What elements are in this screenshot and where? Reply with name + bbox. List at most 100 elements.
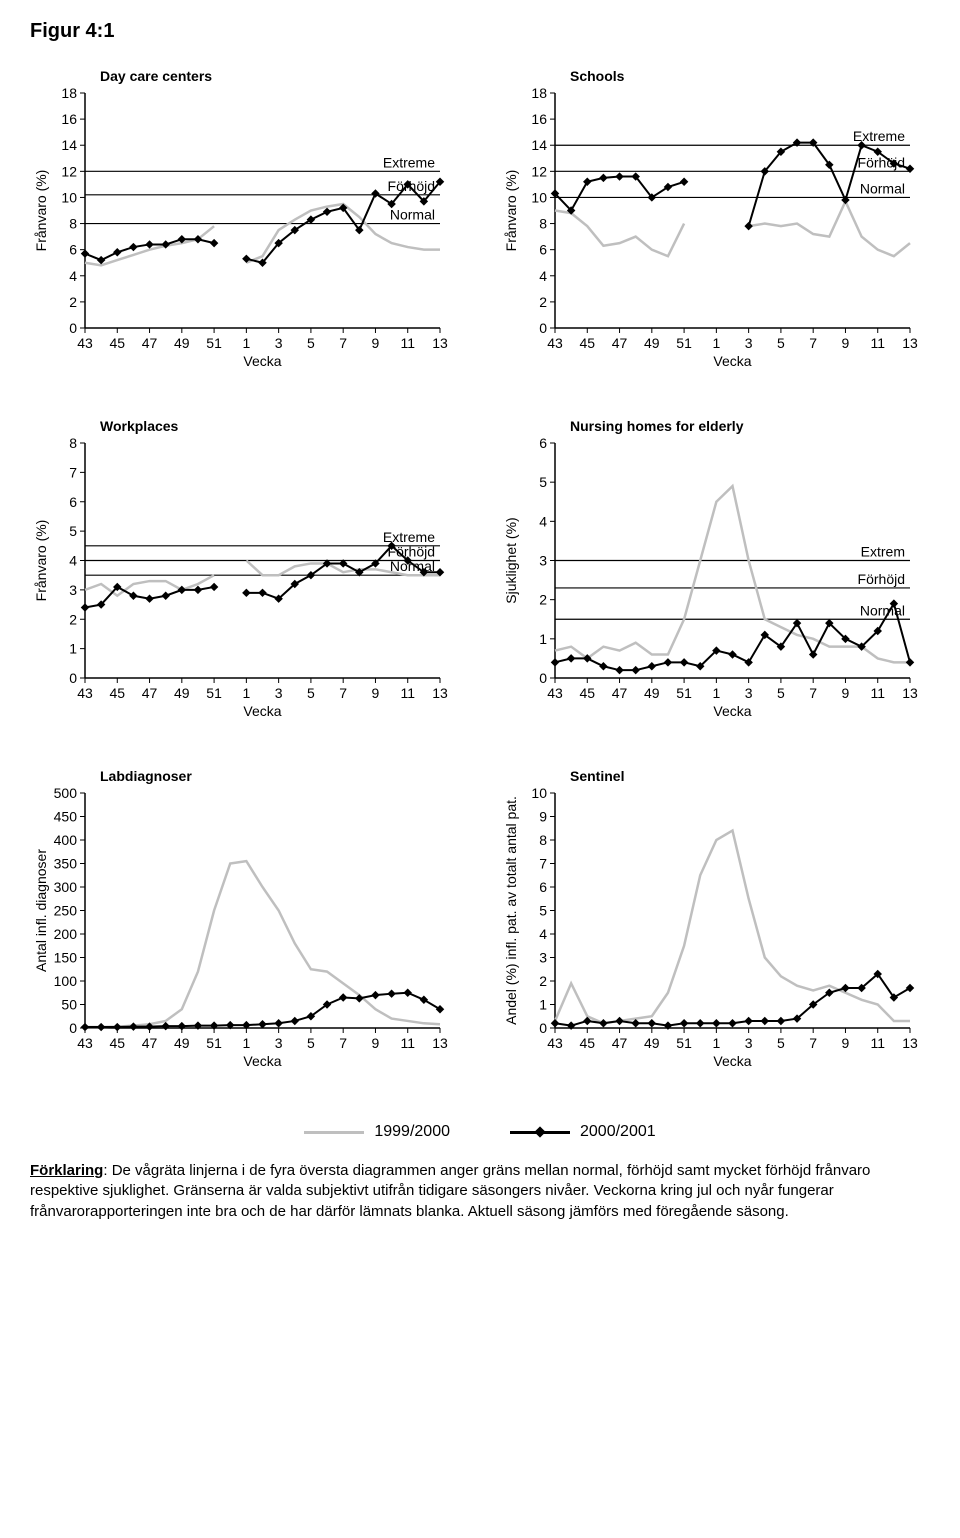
svg-text:16: 16 — [531, 111, 547, 127]
svg-text:7: 7 — [69, 464, 77, 480]
panel-work: 0123456784345474951135791113VeckaFrånvar… — [30, 413, 460, 733]
svg-text:47: 47 — [612, 1035, 628, 1051]
svg-text:Vecka: Vecka — [243, 703, 281, 719]
svg-text:1: 1 — [712, 1035, 720, 1051]
svg-text:10: 10 — [531, 189, 547, 205]
svg-text:3: 3 — [69, 582, 77, 598]
svg-text:47: 47 — [612, 685, 628, 701]
svg-text:2: 2 — [69, 294, 77, 310]
svg-text:5: 5 — [777, 335, 785, 351]
svg-text:9: 9 — [842, 1035, 850, 1051]
svg-text:Extreme: Extreme — [383, 154, 435, 170]
svg-text:1: 1 — [712, 685, 720, 701]
svg-text:Day care centers: Day care centers — [100, 68, 212, 84]
svg-text:45: 45 — [579, 1035, 595, 1051]
svg-text:9: 9 — [539, 809, 547, 825]
svg-text:5: 5 — [777, 685, 785, 701]
svg-text:300: 300 — [54, 879, 78, 895]
svg-text:1: 1 — [242, 335, 250, 351]
svg-text:49: 49 — [174, 1035, 190, 1051]
svg-text:11: 11 — [400, 1035, 415, 1051]
svg-text:47: 47 — [142, 685, 158, 701]
svg-text:16: 16 — [61, 111, 77, 127]
svg-text:Förhöjd: Förhöjd — [858, 154, 905, 170]
svg-text:43: 43 — [547, 1035, 563, 1051]
svg-text:0: 0 — [69, 1020, 77, 1036]
svg-text:3: 3 — [275, 335, 283, 351]
svg-text:5: 5 — [307, 335, 315, 351]
svg-text:14: 14 — [61, 137, 77, 153]
svg-text:0: 0 — [539, 1020, 547, 1036]
explanation: Förklaring: De vågräta linjerna i de fyr… — [30, 1161, 930, 1222]
svg-text:4: 4 — [539, 926, 547, 942]
svg-text:Frånvaro (%): Frånvaro (%) — [33, 520, 49, 602]
svg-text:1: 1 — [712, 335, 720, 351]
svg-text:Nursing homes for elderly: Nursing homes for elderly — [570, 418, 744, 434]
svg-text:0: 0 — [69, 320, 77, 336]
svg-text:2: 2 — [539, 973, 547, 989]
svg-text:11: 11 — [870, 1035, 885, 1051]
svg-text:Vecka: Vecka — [713, 1053, 751, 1069]
legend-gray-swatch — [304, 1131, 364, 1134]
svg-text:8: 8 — [69, 435, 77, 451]
panel-schools: 0246810121416184345474951135791113VeckaF… — [500, 63, 930, 383]
svg-text:12: 12 — [531, 163, 547, 179]
panel-nursing: 01234564345474951135791113VeckaSjuklighe… — [500, 413, 930, 733]
svg-text:51: 51 — [676, 335, 692, 351]
explanation-label: Förklaring — [30, 1162, 103, 1179]
svg-text:100: 100 — [54, 973, 78, 989]
svg-text:13: 13 — [902, 1035, 918, 1051]
svg-text:Extrem: Extrem — [861, 544, 905, 560]
svg-text:6: 6 — [69, 242, 77, 258]
svg-text:51: 51 — [206, 1035, 222, 1051]
svg-text:5: 5 — [539, 903, 547, 919]
svg-text:3: 3 — [275, 1035, 283, 1051]
svg-text:47: 47 — [612, 335, 628, 351]
svg-text:3: 3 — [745, 335, 753, 351]
svg-text:Labdiagnoser: Labdiagnoser — [100, 768, 192, 784]
svg-text:11: 11 — [870, 685, 885, 701]
svg-text:2: 2 — [539, 294, 547, 310]
svg-text:Extreme: Extreme — [383, 529, 435, 545]
svg-text:8: 8 — [69, 216, 77, 232]
svg-text:45: 45 — [579, 335, 595, 351]
svg-text:9: 9 — [372, 335, 380, 351]
svg-text:3: 3 — [275, 685, 283, 701]
svg-text:3: 3 — [745, 1035, 753, 1051]
svg-text:1: 1 — [539, 631, 547, 647]
svg-text:450: 450 — [54, 809, 78, 825]
svg-text:49: 49 — [644, 335, 660, 351]
svg-text:11: 11 — [400, 685, 415, 701]
svg-text:49: 49 — [174, 335, 190, 351]
svg-text:13: 13 — [432, 685, 448, 701]
svg-text:43: 43 — [77, 335, 93, 351]
svg-text:Vecka: Vecka — [713, 353, 751, 369]
svg-text:350: 350 — [54, 856, 78, 872]
panel-sentinel: 0123456789104345474951135791113VeckaAnde… — [500, 763, 930, 1083]
svg-text:7: 7 — [339, 1035, 347, 1051]
svg-text:6: 6 — [539, 435, 547, 451]
svg-text:9: 9 — [372, 685, 380, 701]
legend-2000: 2000/2001 — [510, 1123, 656, 1141]
svg-text:5: 5 — [69, 523, 77, 539]
svg-text:7: 7 — [339, 335, 347, 351]
svg-text:1: 1 — [242, 1035, 250, 1051]
panel-daycare: 0246810121416184345474951135791113VeckaF… — [30, 63, 460, 383]
svg-text:7: 7 — [339, 685, 347, 701]
explanation-body: : De vågräta linjerna i de fyra översta … — [30, 1162, 870, 1220]
svg-text:49: 49 — [644, 1035, 660, 1051]
svg-text:Andel (%) infl. pat. av totalt: Andel (%) infl. pat. av totalt antal pat… — [503, 796, 519, 1025]
svg-text:Vecka: Vecka — [243, 353, 281, 369]
svg-text:51: 51 — [206, 335, 222, 351]
svg-text:150: 150 — [54, 950, 78, 966]
svg-text:8: 8 — [539, 832, 547, 848]
svg-text:0: 0 — [539, 320, 547, 336]
svg-text:250: 250 — [54, 903, 78, 919]
svg-text:0: 0 — [539, 670, 547, 686]
svg-text:51: 51 — [206, 685, 222, 701]
svg-text:6: 6 — [539, 242, 547, 258]
svg-text:9: 9 — [842, 685, 850, 701]
svg-text:Normal: Normal — [390, 207, 435, 223]
svg-text:5: 5 — [539, 474, 547, 490]
figure-title: Figur 4:1 — [30, 20, 930, 43]
